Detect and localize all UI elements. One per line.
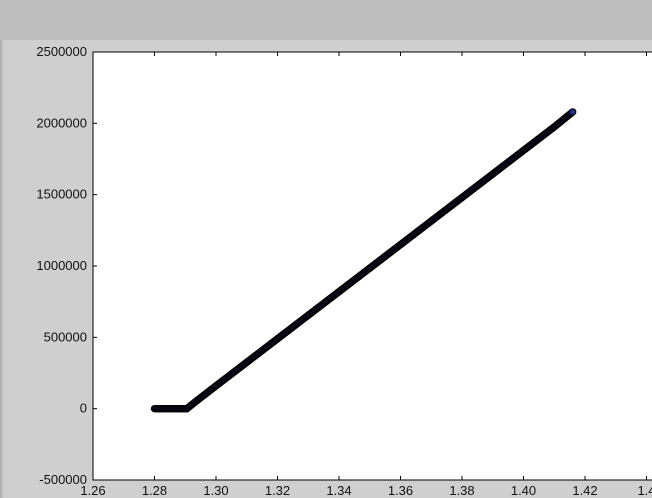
y-tick-label: 0 xyxy=(80,401,87,416)
y-tick-label: -500000 xyxy=(39,472,87,487)
x-tick-label: 1.36 xyxy=(388,483,413,498)
x-tick-label: 1.34 xyxy=(326,483,351,498)
window-left-edge xyxy=(0,40,4,498)
y-axis: 2500000 2000000 1500000 1000000 500000 0 -5000… xyxy=(36,44,97,487)
x-tick-label: 1.42 xyxy=(572,483,597,498)
y-tick-label: 2000000 xyxy=(36,115,87,130)
data-series xyxy=(150,108,577,413)
x-tick-label: 1.32 xyxy=(265,483,290,498)
y-tick-label: 500000 xyxy=(44,329,87,344)
y-tick-label: 1000000 xyxy=(36,258,87,273)
x-tick-label: 1.40 xyxy=(511,483,536,498)
y-tick-label: 1500000 xyxy=(36,187,87,202)
x-tick-label: 1.26 xyxy=(80,483,105,498)
y-tick-label: 2500000 xyxy=(36,44,87,59)
x-tick-label: 1.28 xyxy=(142,483,167,498)
x-tick-label: 1.38 xyxy=(449,483,474,498)
x-tick-label: 1.4 xyxy=(637,483,652,498)
x-axis: 1.26 1.28 1.30 1.32 1.34 1.36 1.38 1.40 1.42 1.4 xyxy=(80,52,652,498)
data-point xyxy=(569,108,577,116)
x-tick-label: 1.30 xyxy=(203,483,228,498)
